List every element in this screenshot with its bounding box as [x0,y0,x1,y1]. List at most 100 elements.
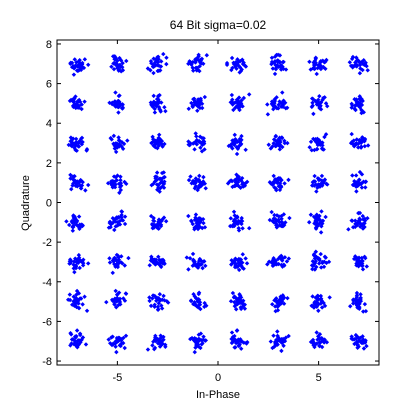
scatter-point [275,180,280,185]
scatter-point [124,181,129,187]
scatter-point [184,255,190,260]
scatter-point [319,344,325,350]
scatter-point [120,68,126,73]
scatter-point [311,111,316,117]
scatter-point [202,304,207,309]
scatter-point [152,143,157,148]
scatter-point [235,146,241,151]
scatter-point [159,218,164,224]
scatter-point [158,176,163,181]
scatter-point [286,177,291,183]
scatter-point [244,261,250,266]
y-tick-label: 0 [46,198,52,210]
scatter-point [197,220,203,225]
scatter-point [244,341,249,346]
scatter-point [76,214,82,219]
scatter-point [75,99,80,105]
scatter-point [315,139,320,144]
scatter-point [188,336,193,342]
scatter-point [151,70,156,76]
scatter-point [238,141,244,147]
scatter-point [203,186,208,191]
scatter-point [114,178,119,183]
scatter-point [194,137,200,143]
scatter-point [200,265,205,271]
scatter-point [272,177,278,182]
scatter-point [311,214,317,219]
scatter-point [282,338,287,343]
scatter-point [265,262,270,267]
scatter-point [360,108,365,114]
scatter-point [285,295,290,301]
scatter-point [234,151,240,157]
scatter-point [312,147,317,153]
scatter-point [157,189,162,194]
y-axis-label: Quadrature [20,175,32,231]
y-tick-label: 8 [46,39,52,51]
scatter-point [186,177,192,183]
scatter-point [76,144,81,149]
scatter-point [116,255,121,260]
scatter-point [357,210,363,216]
scatter-point [362,144,368,149]
scatter-point [151,218,157,224]
scatter-point [361,346,367,351]
scatter-point [73,136,79,142]
scatter-point [117,190,122,196]
scatter-point [76,291,82,296]
scatter-point [358,292,363,297]
plot-area [57,40,379,365]
y-tick-label: -6 [42,316,52,328]
scatter-point [159,59,164,64]
scatter-point [122,214,128,219]
scatter-point [319,209,324,214]
scatter-point [155,60,161,65]
scatter-point [309,148,314,153]
scatter-point [280,64,285,69]
scatter-point [356,255,362,260]
scatter-point [352,97,357,102]
scatter-point [114,297,120,303]
scatter-point [74,218,80,223]
scatter-point [234,61,240,67]
scatter-point [202,259,207,264]
scatter-point [70,337,76,342]
scatter-point [151,62,156,68]
scatter-point [320,58,326,63]
scatter-point [192,349,197,355]
scatter-point [281,301,287,306]
scatter-point [227,179,232,184]
scatter-point [164,61,169,67]
scatter-point [307,59,312,64]
scatter-point [316,308,321,313]
scatter-point [147,295,152,300]
scatter-point [113,339,118,344]
scatter-point [150,104,155,109]
scatter-point [151,260,157,265]
scatter-point [239,67,244,72]
scatter-point [320,97,325,103]
scatter-point [239,215,244,221]
scatter-point [125,138,130,143]
scatter-point [70,228,76,233]
scatter-point [147,298,152,304]
scatter-point [234,172,239,177]
scatter-point [229,92,235,98]
scatter-point [201,334,206,339]
scatter-point [232,139,237,144]
scatter-point [197,173,202,179]
scatter-point [151,99,157,104]
scatter-point [321,338,327,344]
scatter-point [81,65,87,71]
scatter-point [236,95,242,100]
scatter-point [148,58,154,64]
scatter-point [226,143,232,149]
scatter-point [238,101,244,106]
scatter-point [272,99,277,104]
scatter-point [198,331,204,336]
scatter-point [279,223,284,229]
scatter-point [323,132,329,137]
scatter-point [197,224,203,230]
scatter-point [186,106,191,111]
scatter-point [64,219,69,224]
